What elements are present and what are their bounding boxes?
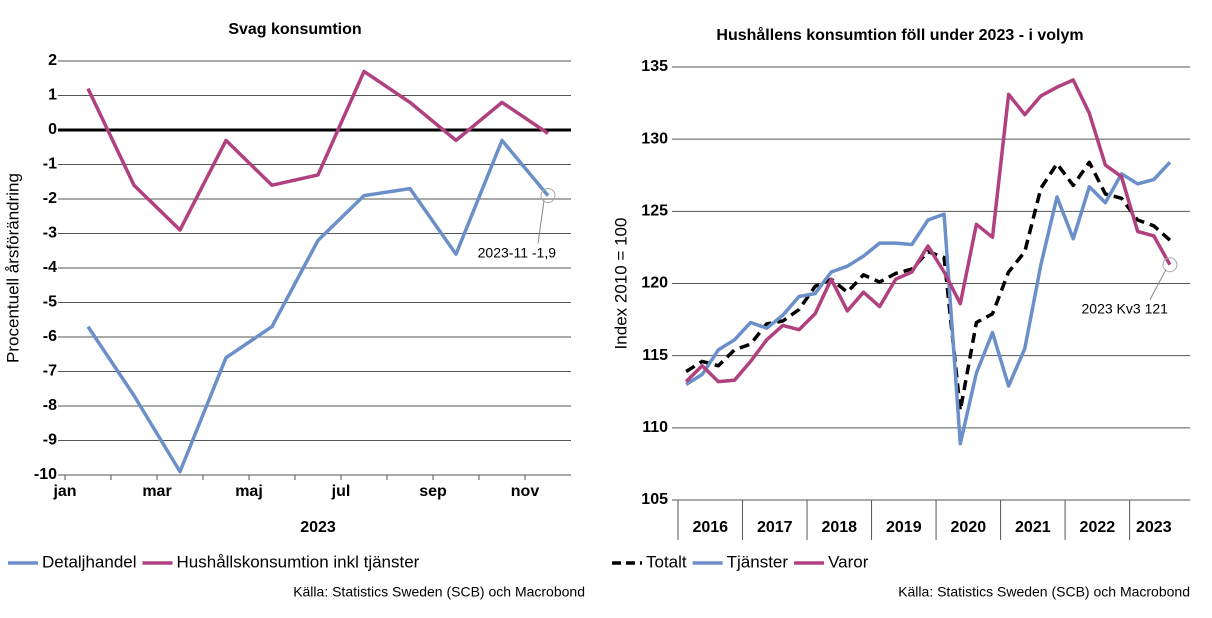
y-tick-label: -4 — [43, 259, 57, 276]
y-axis-label: Index 2010 = 100 — [611, 218, 630, 350]
y-tick-label: 110 — [642, 419, 668, 436]
line-series — [684, 78, 1172, 384]
y-tick-label: -3 — [43, 225, 57, 242]
x-tick-label: 2017 — [757, 519, 793, 536]
y-tick-label: 135 — [641, 58, 668, 75]
x-tick-label: jan — [52, 483, 76, 500]
annotation-marker — [1162, 257, 1178, 273]
x-tick-label: jul — [331, 483, 351, 500]
y-tick-label: 120 — [641, 275, 668, 292]
legend-label: Totalt — [646, 552, 687, 571]
y-tick-label: 2 — [48, 52, 57, 69]
y-tick-label: -1 — [43, 156, 57, 173]
x-tick-label: 2022 — [1080, 519, 1116, 536]
line-series — [86, 69, 549, 232]
line-series — [86, 138, 550, 474]
y-tick-label: 130 — [641, 130, 668, 147]
y-tick-label: 125 — [641, 203, 668, 220]
x-tick-label: mar — [142, 483, 171, 500]
y-tick-label: -7 — [43, 363, 57, 380]
x-tick-label: maj — [235, 483, 263, 500]
legend-label: Detaljhandel — [42, 552, 137, 571]
y-tick-label: -10 — [34, 466, 57, 483]
chart-title: Svag konsumtion — [228, 21, 361, 38]
y-tick-label: -6 — [43, 328, 57, 345]
x-tick-label: 2023 — [1136, 519, 1172, 536]
y-tick-label: 0 — [48, 121, 57, 138]
y-axis-label: Procentuell årsförändring — [3, 173, 22, 363]
annotation-marker — [540, 188, 556, 204]
annotation-text: 2023 Kv3 121 — [1082, 300, 1169, 316]
annotation-leader — [1149, 269, 1167, 300]
x-tick-label: 2018 — [821, 519, 857, 536]
x-tick-label: nov — [511, 483, 540, 500]
chart-title: Hushållens konsumtion föll under 2023 - … — [716, 26, 1083, 44]
source: Källa: Statistics Sweden (SCB) och Macro… — [293, 584, 585, 600]
x-tick-label: 2020 — [951, 519, 987, 536]
y-tick-label: -8 — [43, 397, 57, 414]
y-tick-label: 1 — [48, 87, 57, 104]
legend-label: Hushållskonsumtion inkl tjänster — [177, 552, 420, 571]
source: Källa: Statistics Sweden (SCB) och Macro… — [898, 584, 1190, 600]
line-series — [685, 161, 1172, 446]
annotation-leader — [537, 200, 545, 244]
y-tick-label: -2 — [43, 190, 57, 207]
x-tick-label: 2021 — [1015, 519, 1051, 536]
y-tick-label: 115 — [642, 347, 668, 364]
y-tick-label: 105 — [641, 491, 668, 508]
annotation-text: 2023-11 -1,9 — [478, 244, 557, 260]
y-tick-label: -5 — [43, 294, 57, 311]
legend-label: Varor — [828, 552, 869, 571]
x-tick-label: sep — [419, 483, 447, 500]
x-tick-label: 2016 — [692, 519, 728, 536]
x-tick-label: 2019 — [886, 519, 922, 536]
y-tick-label: -9 — [43, 432, 57, 449]
legend-label: Tjänster — [727, 552, 789, 571]
x-axis-label: 2023 — [300, 519, 336, 536]
line-series — [685, 160, 1172, 413]
